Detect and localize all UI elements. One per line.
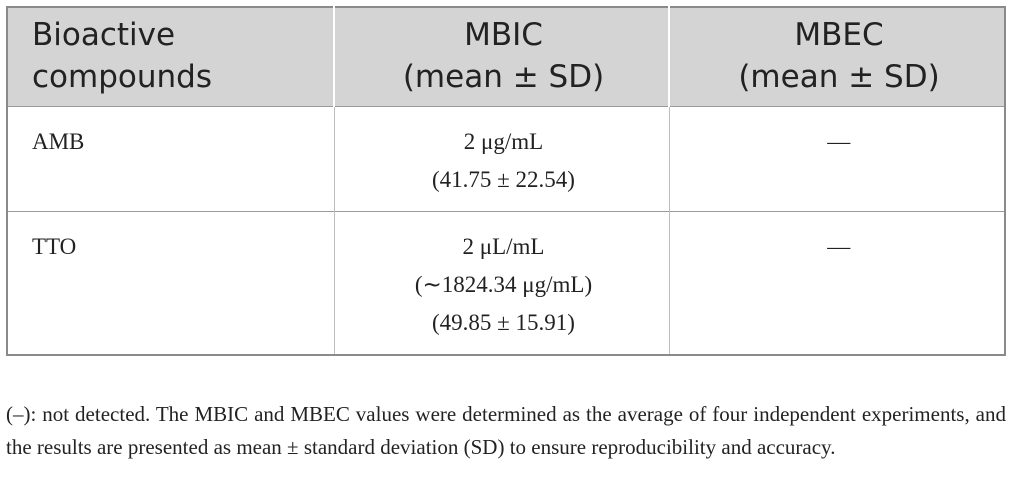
compound-cell: TTO bbox=[7, 211, 335, 355]
table-footnote: (–): not detected. The MBIC and MBEC val… bbox=[6, 402, 1006, 459]
header-row: Bioactive compounds MBIC (mean ± SD) MBE… bbox=[7, 7, 1005, 107]
header-mbic: MBIC (mean ± SD) bbox=[334, 7, 670, 107]
compound-cell: AMB bbox=[7, 106, 335, 212]
table-row: TTO 2 μL/mL (∼1824.34 μg/mL) (49.85 ± 15… bbox=[7, 211, 1005, 355]
mbec-cell: — bbox=[669, 106, 1005, 212]
header-mbec: MBEC (mean ± SD) bbox=[669, 7, 1005, 107]
table-row: AMB 2 μg/mL (41.75 ± 22.54) — bbox=[7, 106, 1005, 212]
table-container: Bioactive compounds MBIC (mean ± SD) MBE… bbox=[6, 6, 1006, 356]
mbic-cell: 2 μL/mL (∼1824.34 μg/mL) (49.85 ± 15.91) bbox=[334, 211, 670, 355]
results-table: Bioactive compounds MBIC (mean ± SD) MBE… bbox=[6, 6, 1006, 356]
mbic-cell: 2 μg/mL (41.75 ± 22.54) bbox=[334, 106, 670, 212]
mbec-cell: — bbox=[669, 211, 1005, 355]
header-bioactive-compounds: Bioactive compounds bbox=[7, 7, 335, 107]
